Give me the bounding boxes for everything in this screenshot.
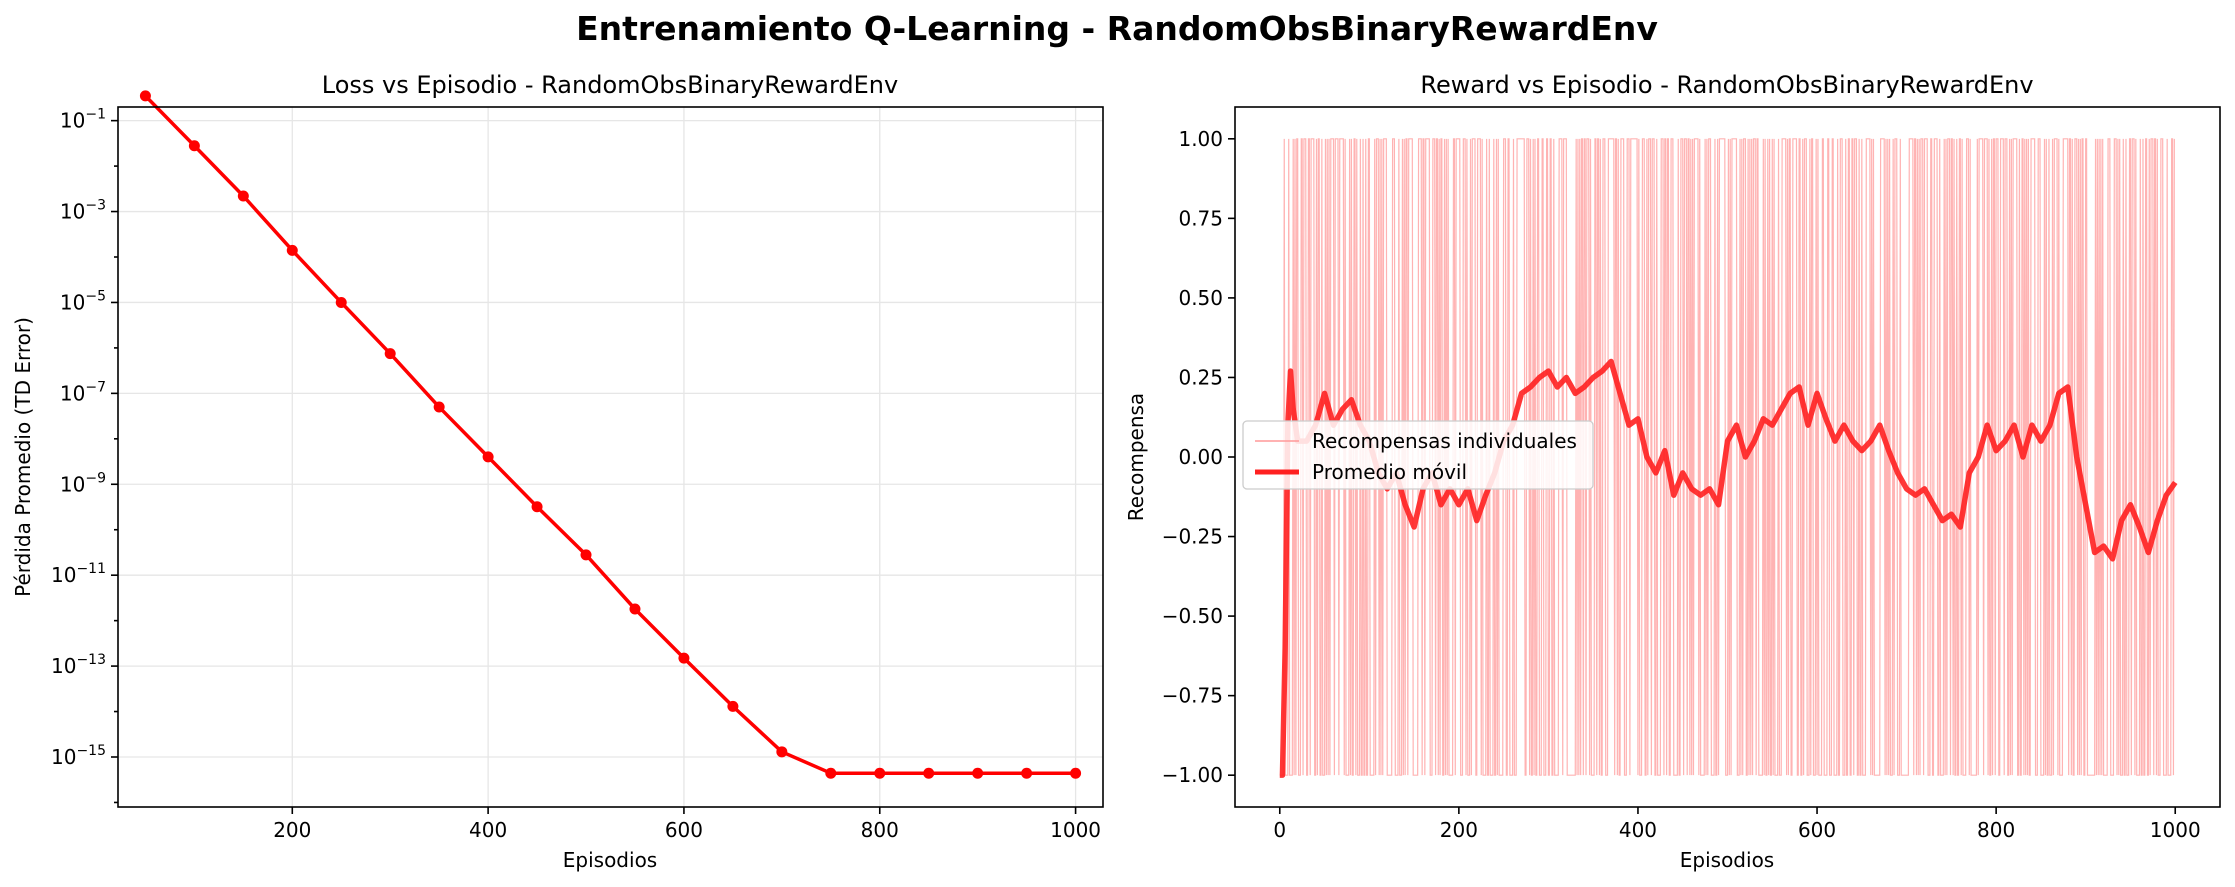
loss-chart-title: Loss vs Episodio - RandomObsBinaryReward… [322,71,898,99]
loss-point [286,244,298,256]
loss-point [874,767,886,779]
loss-point [1070,767,1082,779]
loss-x-axis-label: Episodios [563,848,657,872]
reward-chart: Reward vs Episodio - RandomObsBinaryRewa… [1124,71,2221,872]
loss-x-tick-label: 800 [861,818,899,842]
reward-x-tick-label: 400 [1619,818,1657,842]
reward-x-tick-label: 600 [1798,818,1836,842]
reward-x-tick-label: 800 [1977,818,2015,842]
loss-point [972,767,984,779]
reward-y-tick-label: −0.75 [1162,684,1223,708]
loss-point [580,549,592,561]
loss-point [629,603,641,615]
loss-point [727,700,739,712]
reward-axis-ticks: 0 200 400 600 800 1000 1.00 0.75 0.50 0.25 0.00 −0.… [1162,127,2201,842]
loss-point [139,90,151,102]
legend-label-individual: Recompensas individuales [1312,429,1577,453]
loss-point [825,767,837,779]
loss-point [188,140,200,152]
loss-axis-ticks: 200 400 600 800 1000 10−1 10−3 10−5 10−7 10−9 10−1… [51,107,1101,842]
loss-point [384,348,396,360]
reward-x-axis-label: Episodios [1680,848,1774,872]
loss-x-tick-label: 400 [469,818,507,842]
loss-x-tick-label: 600 [665,818,703,842]
loss-gridlines [118,107,1103,807]
loss-y-tick-label: 10−11 [51,561,106,587]
reward-y-tick-label: 0.00 [1178,445,1223,469]
loss-line [144,94,1076,775]
reward-y-tick-label: −0.50 [1162,604,1223,628]
reward-x-tick-label: 200 [1440,818,1478,842]
reward-chart-title: Reward vs Episodio - RandomObsBinaryRewa… [1420,71,2033,99]
loss-y-tick-label: 10−1 [60,107,106,133]
loss-y-tick-label: 10−13 [51,652,106,678]
loss-chart: Loss vs Episodio - RandomObsBinaryReward… [11,71,1104,872]
reward-y-tick-label: 0.50 [1178,286,1223,310]
reward-y-axis-label: Recompensa [1124,393,1148,521]
reward-y-tick-label: 1.00 [1178,127,1223,151]
reward-y-tick-label: 0.25 [1178,365,1223,389]
legend-label-moving-average: Promedio móvil [1312,460,1467,484]
loss-point [1021,767,1033,779]
reward-y-tick-label: −0.25 [1162,525,1223,549]
reward-legend: Recompensas individuales Promedio móvil [1242,420,1594,490]
loss-point [237,190,249,202]
loss-point [776,746,788,758]
loss-y-axis-label: Pérdida Promedio (TD Error) [11,317,35,597]
reward-y-tick-label: −1.00 [1162,763,1223,787]
loss-point [678,652,690,664]
loss-point [433,401,445,413]
loss-x-tick-label: 200 [273,818,311,842]
loss-y-tick-label: 10−7 [60,379,106,405]
loss-plot-frame [117,106,1104,808]
reward-y-tick-label: 0.75 [1178,206,1223,230]
loss-point [335,296,347,308]
loss-point [482,451,494,463]
loss-y-tick-label: 10−15 [51,743,106,769]
legend-box [1242,420,1594,490]
loss-y-tick-label: 10−3 [60,198,106,224]
loss-y-tick-label: 10−9 [60,470,106,496]
reward-x-tick-label: 1000 [2150,818,2201,842]
loss-series [139,90,1082,779]
reward-x-tick-label: 0 [1273,818,1286,842]
figure-title: Entrenamiento Q-Learning - RandomObsBina… [576,9,1658,48]
loss-point [531,501,543,513]
loss-y-tick-label: 10−5 [60,288,106,314]
loss-x-tick-label: 1000 [1050,818,1101,842]
loss-point [923,767,935,779]
